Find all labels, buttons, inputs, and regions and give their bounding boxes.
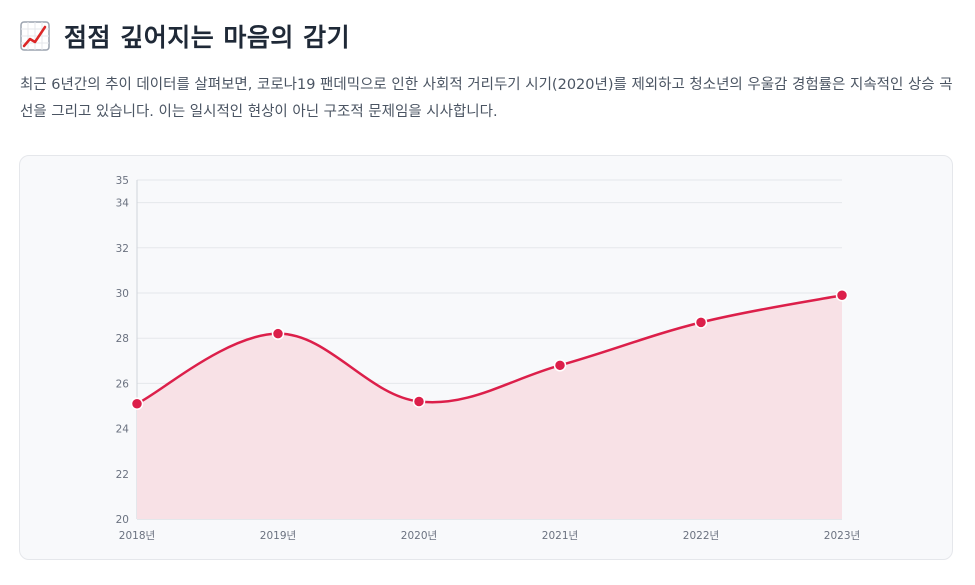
y-tick-label: 28	[116, 333, 129, 345]
data-point	[835, 289, 849, 302]
data-point	[412, 395, 426, 408]
y-tick-label: 26	[116, 378, 130, 390]
y-tick-label: 22	[116, 469, 129, 481]
y-tick-label: 32	[116, 243, 129, 255]
y-tick-label: 35	[116, 175, 129, 187]
x-tick-label: 2019년	[260, 530, 296, 542]
y-tick-label: 30	[116, 288, 129, 300]
x-tick-label: 2020년	[401, 530, 437, 542]
y-tick-label: 34	[116, 198, 130, 210]
x-tick-label: 2023년	[824, 530, 860, 542]
chart-increasing-icon	[20, 21, 50, 51]
y-tick-label: 24	[116, 424, 130, 436]
x-tick-label: 2021년	[542, 530, 578, 542]
data-point	[694, 316, 708, 329]
data-point	[271, 327, 285, 340]
x-tick-label: 2022년	[683, 530, 719, 542]
data-point	[553, 359, 567, 372]
page-title: 점점 깊어지는 마음의 감기	[64, 23, 351, 52]
y-tick-label: 20	[116, 514, 129, 526]
data-point	[130, 397, 144, 410]
title-row: 점점 깊어지는 마음의 감기	[20, 18, 350, 54]
x-tick-label: 2018년	[119, 530, 155, 542]
page-description: 최근 6년간의 추이 데이터를 살펴보면, 코로나19 팬데믹으로 인한 사회적…	[20, 77, 953, 120]
series-line	[136, 294, 843, 405]
area-chart: 20 22 24 26 28 30 32 34 35 2018년 2019년 2020년 2021년 20…	[116, 175, 861, 542]
series-area	[137, 295, 842, 519]
chart-card: 20 22 24 26 28 30 32 34 35 2018년 2019년 2020년 2021년 20…	[19, 155, 953, 560]
